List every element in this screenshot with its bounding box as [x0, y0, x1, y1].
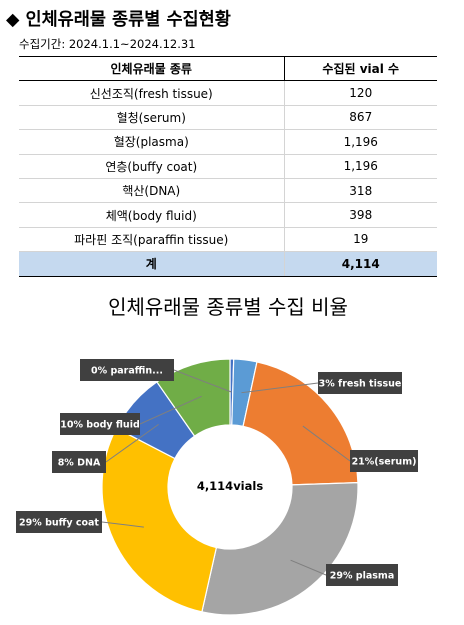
donut-slices — [101, 358, 359, 616]
leader-line — [105, 423, 159, 463]
center-total-label: 4,114vials — [197, 479, 264, 493]
collection-period: 수집기간: 2024.1.1~2024.12.31 — [19, 37, 196, 51]
total-label: 계 — [19, 251, 285, 277]
column-header-count: 수집된 vial 수 — [284, 55, 437, 82]
chart-title: 인체유래물 종류별 수집 비율 — [108, 295, 348, 319]
table-cell-count: 120 — [284, 80, 437, 106]
table-row: 신선조직(fresh tissue) 120 — [19, 80, 437, 106]
table-row: 혈장(plasma) 1,196 — [19, 129, 437, 155]
donut-slice — [156, 358, 231, 437]
slice-label: 29% buffy coat — [19, 518, 99, 529]
table-header-row: 인체유래물 종류 수집된 vial 수 — [19, 55, 437, 82]
page-header: ◆ 인체유래물 종류별 수집현황 — [6, 6, 231, 31]
slice-label: 8% DNA — [58, 458, 101, 469]
table-row: 체액(body fluid) 398 — [19, 202, 437, 228]
slice-label: 3% fresh tissue — [319, 379, 402, 390]
table-cell-type: 혈청(serum) — [19, 105, 285, 131]
slice-label-box — [16, 511, 102, 533]
leader-line — [139, 395, 202, 425]
page-title: 인체유래물 종류별 수집현황 — [25, 10, 231, 30]
collection-table: 인체유래물 종류 수집된 vial 수 신선조직(fresh tissue) 12… — [19, 55, 437, 277]
table-cell-count: 318 — [284, 178, 437, 204]
total-value: 4,114 — [284, 251, 437, 277]
donut-slice — [201, 481, 359, 616]
table-row: 혈청(serum) 867 — [19, 105, 437, 131]
table-cell-type: 체액(body fluid) — [19, 202, 285, 228]
diamond-bullet-icon: ◆ — [6, 10, 20, 30]
leader-line — [241, 382, 319, 394]
leader-line — [173, 369, 232, 393]
table-cell-count: 1,196 — [284, 154, 437, 179]
slice-labels: 0% paraffin... 3% fresh tissue 21%(serum) 2… — [16, 359, 418, 586]
leader-line — [302, 425, 351, 462]
slice-label-box — [60, 413, 140, 435]
table-row: 연층(buffy coat) 1,196 — [19, 154, 437, 179]
donut-chart: 인체유래물 종류별 수집 비율 0% paraffin... 3% fresh t… — [16, 295, 418, 616]
slice-label-box — [326, 564, 398, 586]
slice-label-box — [318, 372, 402, 394]
donut-slice — [242, 361, 359, 486]
slice-label: 10% body fluid — [60, 420, 140, 431]
table-cell-type: 파라핀 조직(paraffin tissue) — [19, 227, 285, 253]
table-cell-count: 398 — [284, 202, 437, 228]
table-cell-count: 867 — [284, 105, 437, 131]
slice-label: 29% plasma — [330, 571, 394, 582]
table-cell-type: 연층(buffy coat) — [19, 154, 285, 179]
donut-slice — [101, 427, 218, 613]
slice-label: 0% paraffin... — [91, 366, 163, 377]
slice-label: 21%(serum) — [352, 457, 417, 468]
table-total-row: 계 4,114 — [19, 251, 437, 277]
slice-label-box — [52, 451, 106, 473]
table-cell-type: 핵산(DNA) — [19, 178, 285, 204]
table-row: 파라핀 조직(paraffin tissue) 19 — [19, 227, 437, 253]
column-header-type: 인체유래물 종류 — [19, 55, 285, 82]
label-leaders — [101, 369, 351, 576]
leader-line — [290, 559, 327, 576]
leader-line — [101, 521, 144, 528]
slice-label-box — [80, 359, 174, 381]
table-cell-count: 19 — [284, 227, 437, 253]
table-cell-type: 혈장(plasma) — [19, 129, 285, 155]
table-row: 핵산(DNA) 318 — [19, 178, 437, 204]
slice-label-box — [350, 450, 418, 472]
table-cell-count: 1,196 — [284, 129, 437, 155]
table-cell-type: 신선조직(fresh tissue) — [19, 80, 285, 106]
